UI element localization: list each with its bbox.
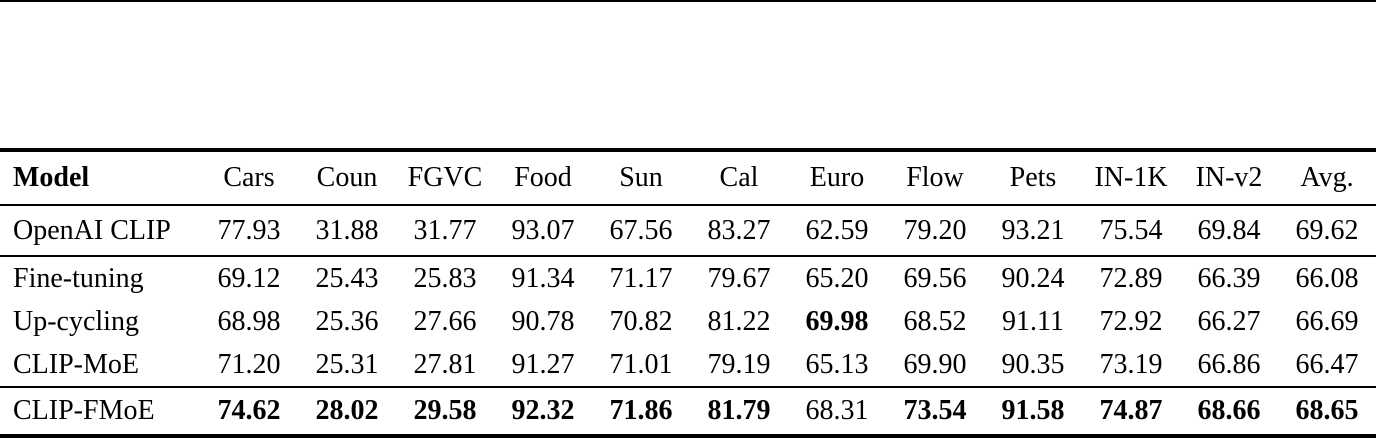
header-row: Model Cars Coun FGVC Food Sun Cal Euro Flow Pets I… — [0, 150, 1376, 205]
score-cell: 79.20 — [903, 214, 967, 246]
score-cell: 73.19 — [1099, 348, 1163, 380]
top-edge-rule — [0, 0, 1376, 2]
table-row: CLIP-MoE 71.20 25.31 27.81 91.27 71.01 79.19 65… — [0, 343, 1376, 387]
score-cell: 69.84 — [1197, 214, 1261, 246]
score-cell: 68.66 — [1197, 395, 1261, 426]
score-cell: 79.67 — [707, 262, 771, 294]
score-cell: 25.31 — [315, 348, 379, 380]
score-cell: 72.89 — [1099, 262, 1163, 294]
score-cell: 93.21 — [1001, 214, 1065, 246]
row-group-3: CLIP-FMoE 74.62 28.02 29.58 92.32 71.86 81.79 6… — [0, 387, 1376, 436]
column-header-cal: Cal — [719, 162, 759, 193]
score-cell: 25.43 — [315, 262, 379, 294]
score-cell: 28.02 — [315, 395, 379, 426]
table-row: Up-cycling 68.98 25.36 27.66 90.78 70.82 81.22… — [0, 300, 1376, 343]
score-cell: 66.27 — [1197, 305, 1261, 337]
score-cell: 90.24 — [1001, 262, 1065, 294]
table-row: Fine-tuning 69.12 25.43 25.83 91.34 71.17 79.6… — [0, 256, 1376, 300]
score-cell: 90.35 — [1001, 348, 1065, 380]
score-cell: 71.20 — [217, 348, 281, 380]
score-cell: 27.81 — [413, 348, 477, 380]
score-cell: 29.58 — [413, 395, 477, 426]
score-cell: 66.39 — [1197, 262, 1261, 294]
score-cell: 27.66 — [413, 305, 477, 337]
column-header-euro: Euro — [809, 162, 865, 193]
column-header-avg: Avg. — [1300, 162, 1354, 193]
score-cell: 79.19 — [707, 348, 771, 380]
column-header-model: Model — [13, 162, 90, 193]
benchmark-results-table: Model Cars Coun FGVC Food Sun Cal Euro Flow Pets I… — [0, 148, 1376, 438]
column-header-pets: Pets — [1009, 162, 1057, 193]
column-header-coun: Coun — [316, 162, 378, 193]
column-header-sun: Sun — [619, 162, 663, 193]
score-cell: 69.12 — [217, 262, 281, 294]
row-group-2: Fine-tuning 69.12 25.43 25.83 91.34 71.17 79.6… — [0, 256, 1376, 387]
score-cell: 91.27 — [511, 348, 575, 380]
model-name-cell: Fine-tuning — [13, 262, 144, 294]
score-cell: 92.32 — [511, 395, 575, 426]
score-cell: 62.59 — [805, 214, 869, 246]
column-header-cars: Cars — [223, 162, 275, 193]
score-cell: 91.11 — [1002, 305, 1064, 337]
score-cell: 68.52 — [903, 305, 967, 337]
score-cell: 81.79 — [707, 395, 771, 426]
column-header-in-1k: IN-1K — [1094, 162, 1168, 193]
score-cell: 69.90 — [903, 348, 967, 380]
column-header-in-v2: IN-v2 — [1195, 162, 1263, 193]
model-name-cell: CLIP-MoE — [13, 348, 139, 380]
score-cell: 66.08 — [1295, 262, 1359, 294]
score-cell: 75.54 — [1099, 214, 1163, 246]
column-header-food: Food — [514, 162, 572, 193]
score-cell: 31.77 — [413, 214, 477, 246]
score-cell: 81.22 — [707, 305, 771, 337]
column-header-fgvc: FGVC — [407, 162, 483, 193]
score-cell: 25.83 — [413, 262, 477, 294]
score-cell: 65.13 — [805, 348, 869, 380]
score-cell: 68.31 — [805, 395, 869, 426]
score-cell: 83.27 — [707, 214, 771, 246]
table-row: CLIP-FMoE 74.62 28.02 29.58 92.32 71.86 81.79 6… — [0, 387, 1376, 436]
score-cell: 71.01 — [609, 348, 673, 380]
score-cell: 70.82 — [609, 305, 673, 337]
score-cell: 71.17 — [609, 262, 673, 294]
row-group-1: OpenAI CLIP 77.93 31.88 31.77 93.07 67.56 83.2… — [0, 205, 1376, 256]
score-cell: 77.93 — [217, 214, 281, 246]
score-cell: 69.56 — [903, 262, 967, 294]
model-name-cell: Up-cycling — [13, 305, 139, 337]
score-cell: 68.65 — [1295, 395, 1359, 426]
score-cell: 74.62 — [217, 395, 281, 426]
table-header: Model Cars Coun FGVC Food Sun Cal Euro Flow Pets I… — [0, 150, 1376, 205]
score-cell: 72.92 — [1099, 305, 1163, 337]
score-cell: 91.34 — [511, 262, 575, 294]
score-cell: 31.88 — [315, 214, 379, 246]
score-cell: 66.47 — [1295, 348, 1359, 380]
table-row: OpenAI CLIP 77.93 31.88 31.77 93.07 67.56 83.2… — [0, 205, 1376, 256]
score-cell: 90.78 — [511, 305, 575, 337]
score-cell: 71.86 — [609, 395, 673, 426]
score-cell: 25.36 — [315, 305, 379, 337]
score-cell: 93.07 — [511, 214, 575, 246]
model-name-cell: OpenAI CLIP — [13, 214, 171, 246]
score-cell: 66.86 — [1197, 348, 1261, 380]
model-name-cell: CLIP-FMoE — [13, 395, 155, 426]
score-cell: 73.54 — [903, 395, 967, 426]
column-header-flow: Flow — [906, 162, 964, 193]
score-cell: 66.69 — [1295, 305, 1359, 337]
score-cell: 69.98 — [805, 305, 869, 337]
score-cell: 91.58 — [1001, 395, 1065, 426]
score-cell: 65.20 — [805, 262, 869, 294]
score-cell: 68.98 — [217, 305, 281, 337]
score-cell: 69.62 — [1295, 214, 1359, 246]
score-cell: 74.87 — [1099, 395, 1163, 426]
score-cell: 67.56 — [609, 214, 673, 246]
